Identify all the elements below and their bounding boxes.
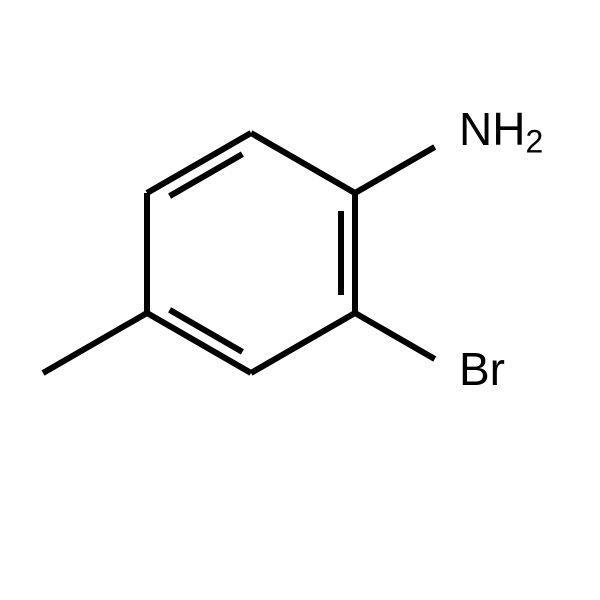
bond-layer bbox=[43, 133, 435, 373]
bond bbox=[251, 133, 355, 193]
bond bbox=[251, 313, 355, 373]
bond bbox=[43, 313, 147, 373]
bond bbox=[355, 147, 435, 193]
bond bbox=[147, 133, 251, 193]
bond bbox=[147, 313, 251, 373]
label-layer: NH2 Br bbox=[459, 103, 543, 395]
bond bbox=[355, 313, 435, 359]
molecule-diagram: NH2 Br bbox=[0, 0, 600, 600]
atom-label-br: Br bbox=[459, 343, 505, 395]
atom-label-n: NH2 bbox=[459, 103, 543, 160]
